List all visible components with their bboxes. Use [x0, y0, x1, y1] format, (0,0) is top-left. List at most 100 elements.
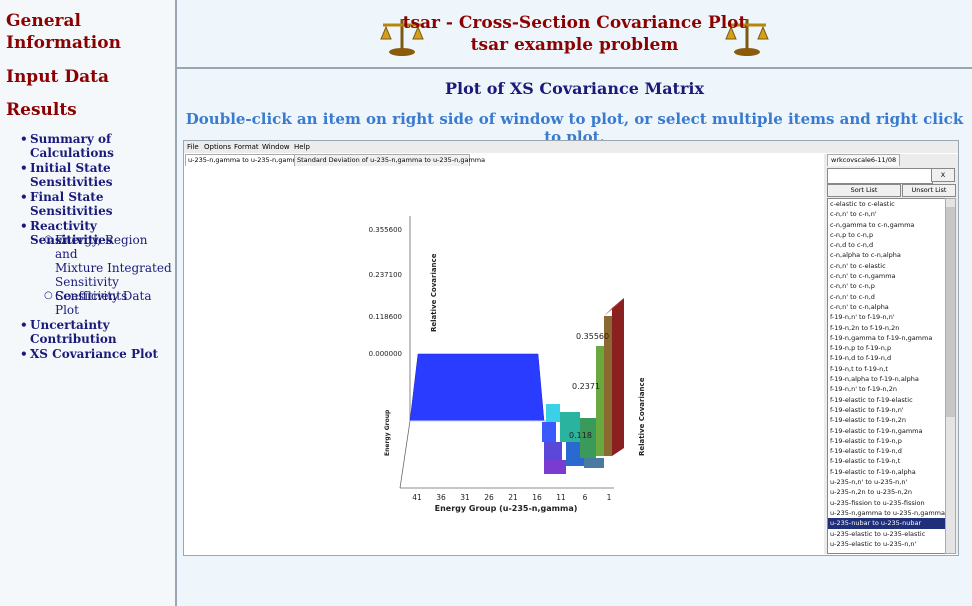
list-item[interactable]: c-n,n' to c-n,p — [830, 282, 875, 291]
list-item[interactable]: c-n,p to c-n,p — [830, 230, 874, 239]
nav-final-state[interactable]: • Final State Sensitivities — [20, 190, 172, 218]
nav-uncert-line2[interactable]: Contribution — [30, 332, 117, 346]
list-item[interactable]: c-elastic to c-elastic — [830, 200, 895, 208]
list-item[interactable]: f-19-n,n' to f-19-n,n' — [830, 313, 895, 322]
nav-uncertainty[interactable]: • Uncertainty Contribution — [20, 318, 172, 346]
list-item[interactable]: c-n,n' to c-n,d — [830, 292, 875, 301]
panel-tab[interactable]: wrkcovscale6-11/08 — [827, 154, 901, 166]
right-tick-label: 0.118 — [569, 431, 592, 440]
nav-initial-state[interactable]: • Initial State Sensitivities — [20, 161, 172, 189]
z-axis-title: Relative Covariance — [430, 253, 438, 332]
nav-xs-covariance[interactable]: • XS Covariance Plot — [20, 347, 172, 361]
nav-reactivity[interactable]: • Reactivity Sensitivities — [20, 219, 172, 247]
list-item[interactable]: f-19-n,alpha to f-19-n,alpha — [830, 375, 919, 384]
nav-initial-line1[interactable]: Initial State — [30, 161, 111, 175]
menu-options[interactable]: Options — [204, 143, 232, 151]
list-item[interactable]: f-19-n,2n to f-19-n,2n — [830, 323, 900, 332]
nav-energy-line4[interactable]: Coefficients — [55, 289, 128, 303]
cov-peak-bar — [612, 298, 624, 456]
list-item[interactable]: f-19-elastic to f-19-n,p — [830, 436, 902, 445]
list-item[interactable]: f-19-elastic to f-19-n,d — [830, 447, 902, 456]
sidebar-nav: General Information Input Data Results •… — [0, 0, 177, 606]
header-subtitle: tsar example problem — [470, 35, 679, 55]
nav-input-data[interactable]: Input Data — [6, 67, 109, 87]
list-item[interactable]: f-19-elastic to f-19-n,n' — [830, 405, 904, 414]
nav-reactivity-label[interactable]: Reactivity Sensitivities — [30, 219, 113, 247]
cov-bar — [604, 316, 612, 456]
bullet-icon: • — [20, 190, 28, 204]
list-item[interactable]: f-19-n,d to f-19-n,d — [830, 354, 892, 363]
list-item[interactable]: c-n,n' to c-elastic — [830, 261, 886, 270]
nav-energy-line1[interactable]: Energy, Region and — [55, 233, 148, 261]
bullet-icon: • — [20, 219, 28, 233]
nav-general-line1[interactable]: General — [6, 11, 81, 31]
filter-input[interactable] — [827, 168, 933, 184]
nav-initial-line2[interactable]: Sensitivities — [30, 175, 113, 189]
covariance-bars — [542, 298, 624, 474]
z-tick-label: 0.355600 — [369, 226, 402, 234]
list-item[interactable]: f-19-elastic to f-19-n,2n — [830, 416, 906, 425]
list-item[interactable]: f-19-n,gamma to f-19-n,gamma — [830, 333, 933, 342]
list-item[interactable]: f-19-n,n' to f-19-n,2n — [830, 385, 897, 394]
list-item[interactable]: u-235-fission to u-235-fission — [830, 498, 925, 507]
list-item[interactable]: f-19-elastic to f-19-elastic — [830, 395, 913, 404]
list-item[interactable]: u-235-elastic to u-235-elastic — [830, 529, 926, 538]
covariance-item-list[interactable]: c-elastic to c-elastic c-n,n' to c-n,n' c-… — [827, 198, 946, 554]
nav-energy-line3[interactable]: Sensitivity — [55, 275, 119, 289]
covariance-app-window: File Options Format Window Help u-235-n,… — [183, 140, 959, 556]
page-header: tsar - Cross-Section Covariance Plot tsa… — [177, 0, 972, 69]
nav-summary[interactable]: • Summary of Calculations — [20, 132, 172, 160]
list-item[interactable]: u-235-n,gamma to u-235-n,gamma — [830, 508, 945, 517]
x-tick-label: 26 — [484, 493, 494, 502]
list-item[interactable]: c-n,n' to c-n,alpha — [830, 302, 889, 311]
tab-covariance[interactable]: u-235-n,gamma to u-235-n,gamma — [185, 154, 303, 166]
nav-energy-line2[interactable]: Mixture Integrated — [55, 261, 172, 275]
nav-summary-line2[interactable]: Calculations — [30, 146, 114, 160]
sort-list-button[interactable]: Sort List — [827, 184, 901, 197]
list-item[interactable]: f-19-elastic to f-19-n,gamma — [830, 426, 923, 435]
nav-sensdata-line1[interactable]: Sensitivity Data — [55, 289, 152, 303]
nav-general-line2[interactable]: Information — [6, 33, 121, 53]
list-item[interactable]: c-n,gamma to c-n,gamma — [830, 220, 915, 229]
list-scrollbar[interactable] — [945, 198, 956, 554]
balance-scale-icon — [380, 19, 424, 56]
menu-window[interactable]: Window — [262, 143, 290, 151]
list-item[interactable]: u-235-n,n' to u-235-n,n' — [830, 478, 908, 487]
list-item[interactable]: c-n,n' to c-n,gamma — [830, 272, 896, 281]
nav-energy-region[interactable]: ○ Energy, Region and Mixture Integrated … — [44, 233, 172, 303]
x-tick-label: 16 — [532, 493, 542, 502]
list-item[interactable]: f-19-n,p to f-19-n,p — [830, 344, 892, 353]
covariance-3d-plot: 0.355600 0.237100 0.118600 0.000000 Rela… — [369, 216, 646, 513]
x-tick-label: 1 — [607, 493, 612, 502]
list-item[interactable]: f-19-n,t to f-19-n,t — [830, 364, 888, 373]
right-tick-label: 0.35560 — [576, 332, 609, 341]
nav-general-information[interactable]: General Information — [6, 10, 121, 54]
nav-final-label[interactable]: Final State Sensitivities — [30, 190, 113, 218]
cov-peak-top — [604, 298, 624, 316]
nav-xs-cov-label[interactable]: XS Covariance Plot — [30, 347, 159, 361]
list-item[interactable]: c-n,alpha to c-n,alpha — [830, 251, 901, 260]
menu-help[interactable]: Help — [294, 143, 310, 151]
nav-uncert-line1[interactable]: Uncertainty — [30, 318, 110, 332]
menu-format[interactable]: Format — [234, 143, 259, 151]
list-item[interactable]: u-235-n,2n to u-235-n,2n — [830, 488, 912, 497]
tab-std-deviation[interactable]: Standard Deviation of u-235-n,gamma to u… — [294, 154, 485, 166]
x-tick-group: 41 36 31 26 21 16 11 6 1 — [412, 493, 611, 502]
list-item[interactable]: c-n,d to c-n,d — [830, 241, 874, 250]
list-item[interactable]: u-235-nubar to u-235-nubar — [828, 518, 945, 529]
clear-filter-button[interactable]: X — [931, 168, 955, 182]
list-item[interactable]: u-235-elastic to u-235-n,n' — [830, 539, 917, 548]
y-axis-line — [399, 420, 411, 489]
unsort-list-button[interactable]: Unsort List — [902, 184, 956, 197]
menu-bar: File Options Format Window Help — [184, 141, 958, 153]
list-item[interactable]: f-19-elastic to f-19-n,t — [830, 457, 901, 466]
scrollbar-thumb[interactable] — [946, 207, 955, 417]
nav-sensitivity-data[interactable]: ○ Sensitivity Data Plot — [44, 289, 172, 317]
list-item[interactable]: c-n,n' to c-n,n' — [830, 210, 877, 219]
menu-file[interactable]: File — [187, 143, 199, 151]
nav-summary-line1[interactable]: Summary of — [30, 132, 112, 146]
nav-results[interactable]: Results — [6, 100, 77, 120]
nav-sensdata-line2[interactable]: Plot — [55, 303, 79, 317]
list-item[interactable]: f-19-elastic to f-19-n,alpha — [830, 467, 916, 476]
z-tick-label: 0.237100 — [369, 271, 402, 279]
